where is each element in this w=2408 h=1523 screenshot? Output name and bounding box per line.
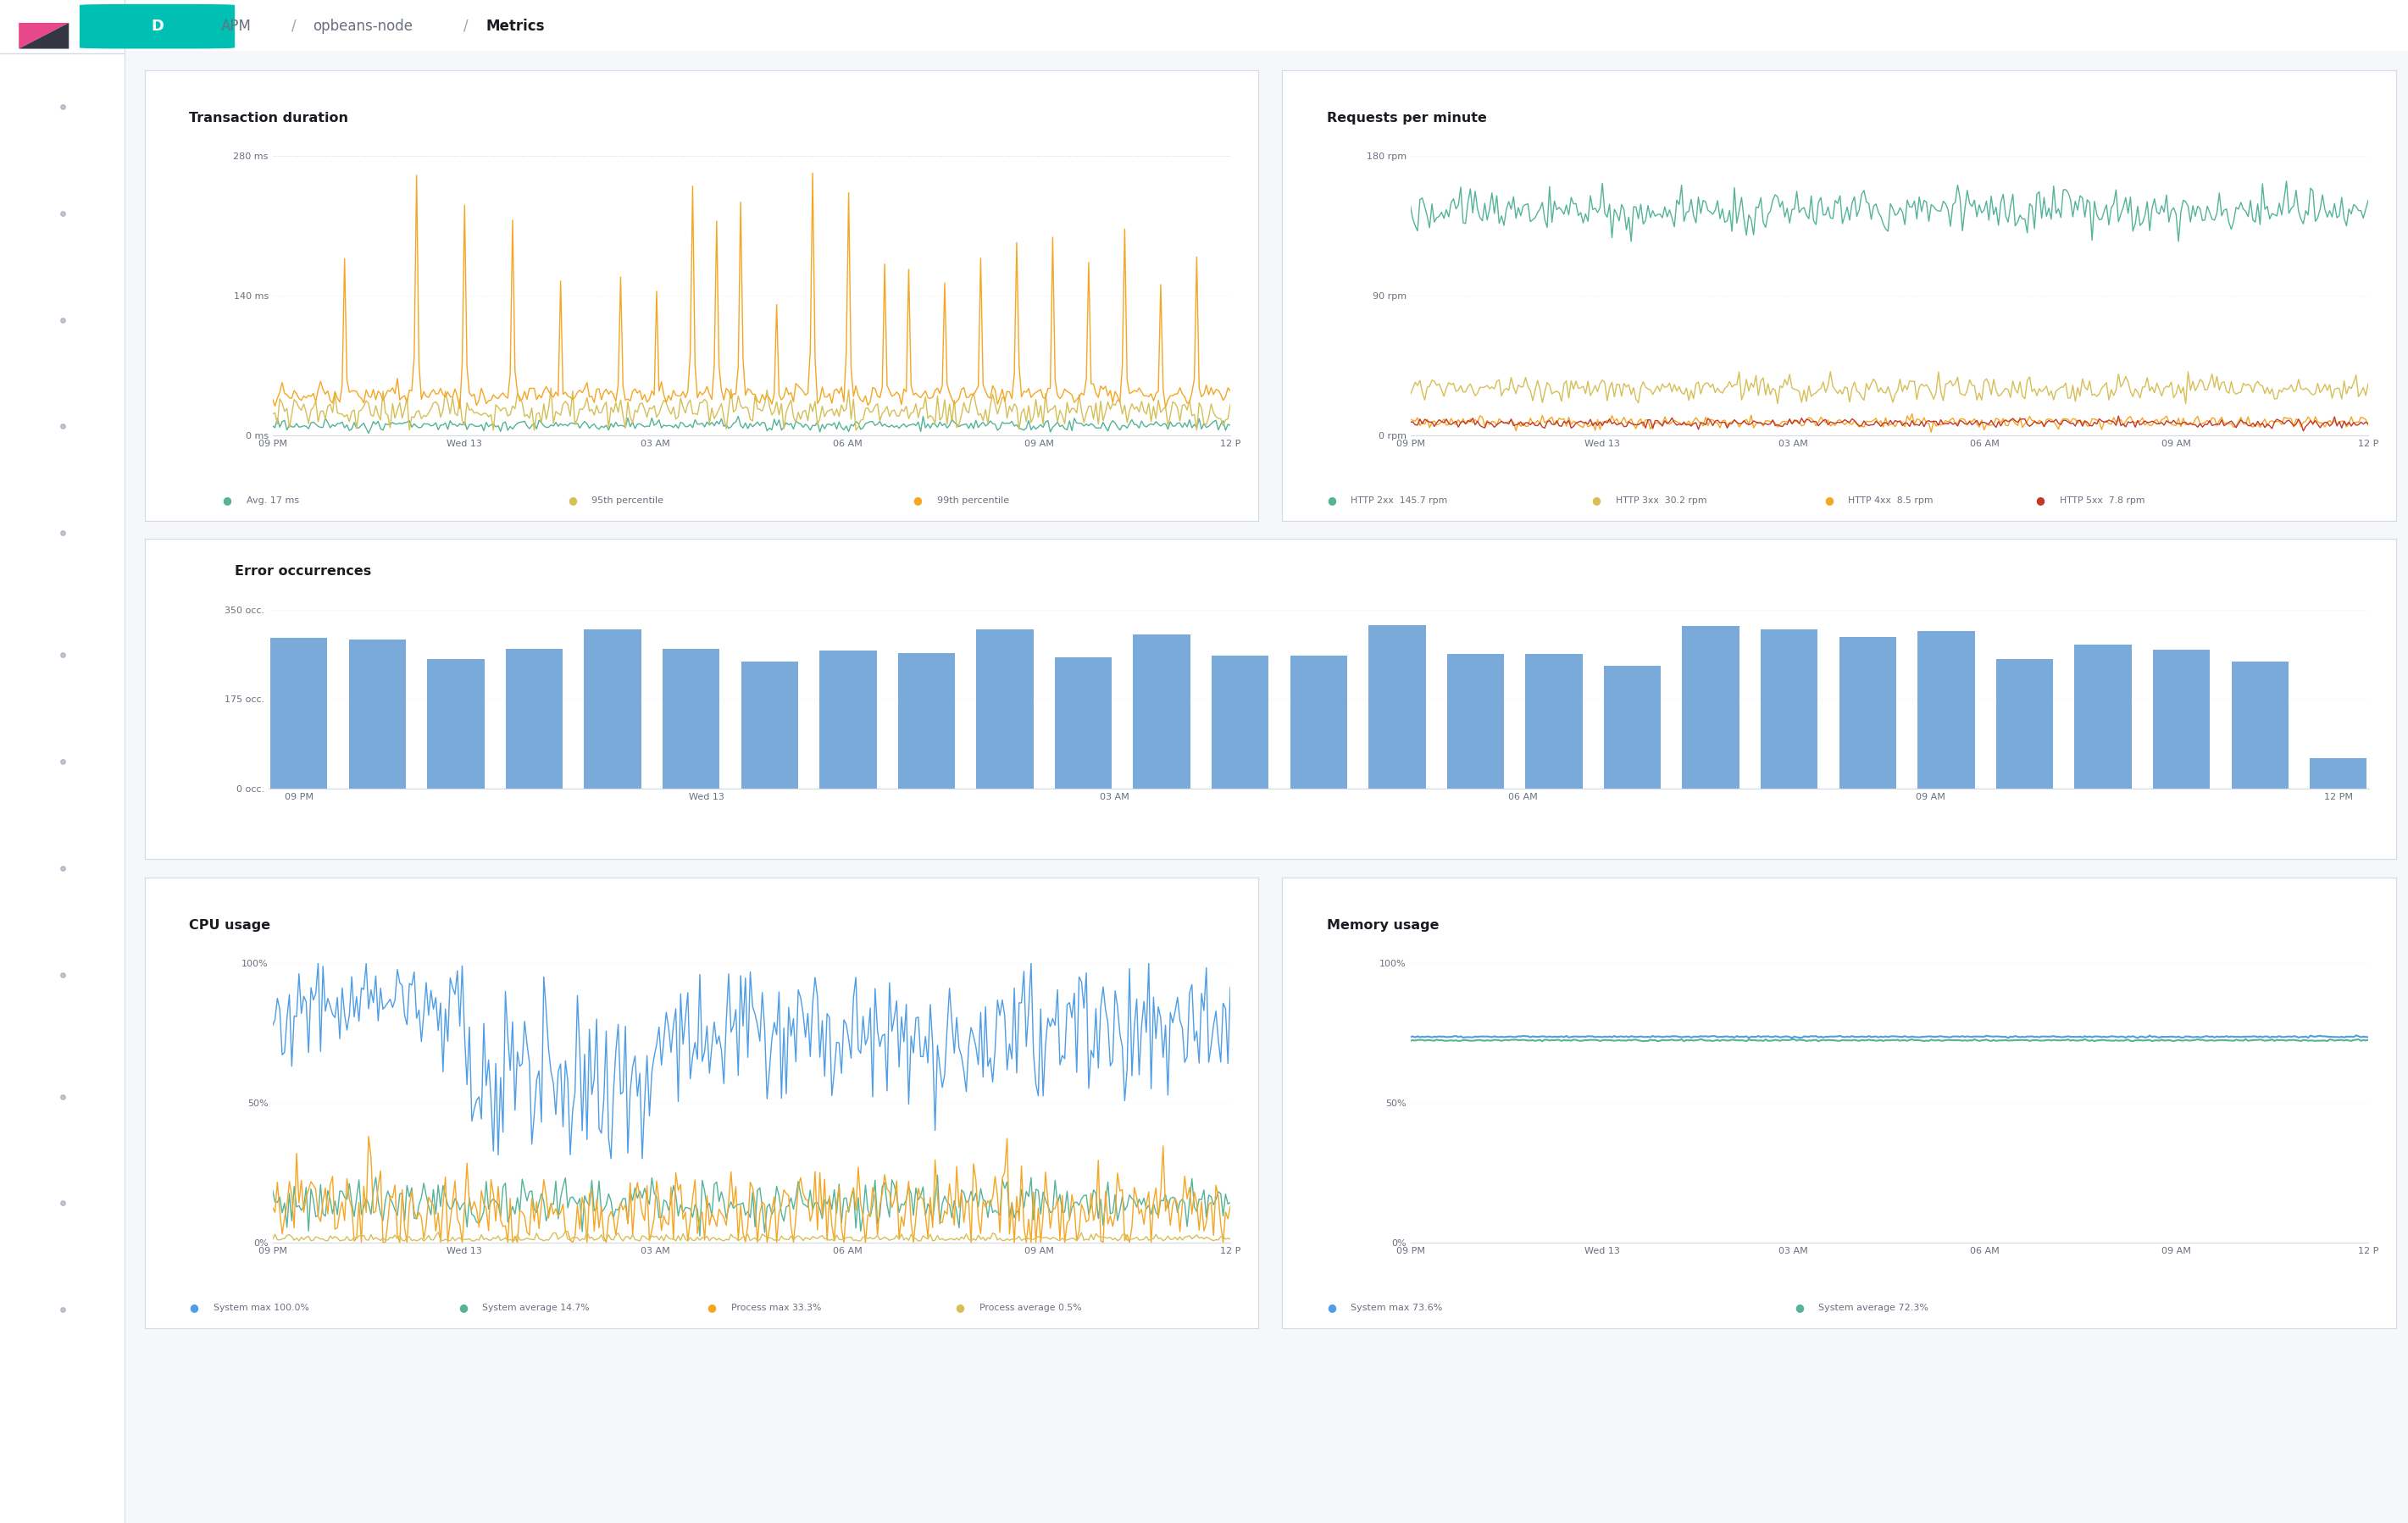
Text: ●: ● — [188, 1302, 197, 1313]
Bar — [898, 653, 956, 789]
Bar — [1134, 635, 1190, 789]
Text: System max 100.0%: System max 100.0% — [212, 1304, 308, 1311]
FancyBboxPatch shape — [79, 5, 236, 49]
Text: Transaction duration: Transaction duration — [188, 111, 349, 125]
Text: Process max 33.3%: Process max 33.3% — [732, 1304, 821, 1311]
Text: opbeans-node: opbeans-node — [313, 18, 412, 34]
Text: ●: ● — [708, 1302, 715, 1313]
Bar — [349, 640, 407, 789]
Text: Process average 0.5%: Process average 0.5% — [980, 1304, 1081, 1311]
Bar — [819, 650, 877, 789]
Text: ●: ● — [1327, 1302, 1336, 1313]
Bar — [2073, 644, 2131, 789]
Text: ●: ● — [222, 495, 231, 506]
Text: ●: ● — [956, 1302, 966, 1313]
Text: System average 14.7%: System average 14.7% — [482, 1304, 590, 1311]
Text: ●: ● — [1794, 1302, 1804, 1313]
Bar — [2153, 650, 2211, 789]
Bar — [585, 629, 641, 789]
Text: HTTP 5xx  7.8 rpm: HTTP 5xx 7.8 rpm — [2059, 496, 2146, 504]
Bar — [1368, 626, 1426, 789]
Text: HTTP 3xx  30.2 rpm: HTTP 3xx 30.2 rpm — [1616, 496, 1707, 504]
Bar — [662, 649, 720, 789]
Bar — [1524, 653, 1582, 789]
Bar — [506, 649, 563, 789]
Bar — [1917, 631, 1975, 789]
Bar — [1291, 656, 1346, 789]
Bar — [1840, 637, 1895, 789]
Text: ●: ● — [2035, 495, 2044, 506]
Text: ●: ● — [1825, 495, 1832, 506]
Bar — [742, 663, 797, 789]
Text: D: D — [152, 18, 164, 34]
Text: 95th percentile: 95th percentile — [592, 496, 665, 504]
Text: Error occurrences: Error occurrences — [234, 565, 371, 577]
Text: ●: ● — [1592, 495, 1601, 506]
Bar — [1055, 658, 1112, 789]
Text: ●: ● — [913, 495, 922, 506]
Bar — [1447, 655, 1505, 789]
Polygon shape — [19, 23, 70, 49]
Bar — [1760, 629, 1818, 789]
Bar — [2232, 661, 2288, 789]
Bar — [1683, 626, 1739, 789]
Bar — [975, 629, 1033, 789]
Bar — [426, 659, 484, 789]
Text: HTTP 4xx  8.5 rpm: HTTP 4xx 8.5 rpm — [1849, 496, 1934, 504]
Bar — [2309, 758, 2367, 789]
Text: CPU usage: CPU usage — [188, 918, 270, 932]
Text: System average 72.3%: System average 72.3% — [1818, 1304, 1929, 1311]
Text: Memory usage: Memory usage — [1327, 918, 1440, 932]
Bar — [1211, 655, 1269, 789]
Text: System max 73.6%: System max 73.6% — [1351, 1304, 1442, 1311]
Bar — [270, 638, 327, 789]
Text: /: / — [462, 18, 467, 34]
Text: Metrics: Metrics — [486, 18, 544, 34]
Bar — [1604, 666, 1662, 789]
Text: APM: APM — [222, 18, 250, 34]
Text: HTTP 2xx  145.7 rpm: HTTP 2xx 145.7 rpm — [1351, 496, 1447, 504]
Text: 99th percentile: 99th percentile — [937, 496, 1009, 504]
Text: Requests per minute: Requests per minute — [1327, 111, 1486, 125]
Text: /: / — [291, 18, 296, 34]
Text: ●: ● — [458, 1302, 467, 1313]
Text: Avg. 17 ms: Avg. 17 ms — [246, 496, 299, 504]
Text: ●: ● — [1327, 495, 1336, 506]
Text: ●: ● — [568, 495, 578, 506]
Polygon shape — [19, 23, 70, 49]
Bar — [1996, 659, 2054, 789]
